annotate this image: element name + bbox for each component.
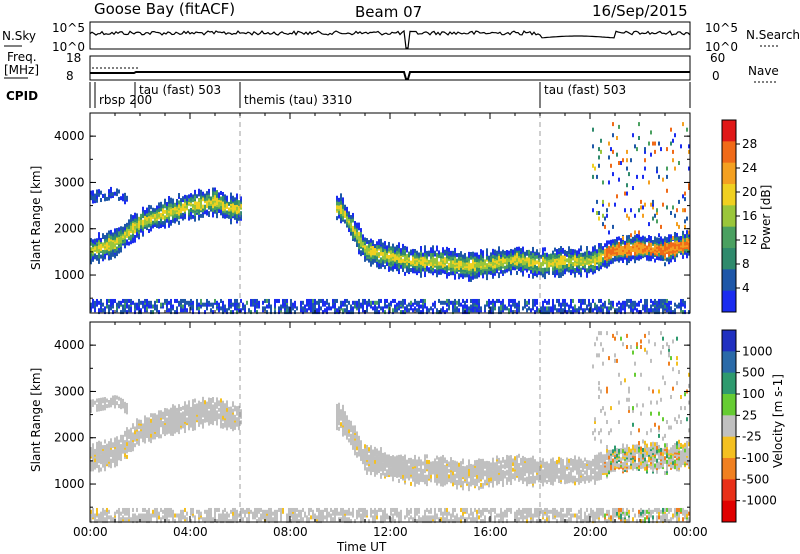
- range-tick-label: 2000: [54, 222, 85, 236]
- freq-right-tick-top: 60: [710, 51, 725, 65]
- range-tick-label: 1000: [54, 477, 85, 491]
- cpid-segment-label: tau (fast) 503: [139, 83, 221, 97]
- beam-title: Beam 07: [355, 3, 422, 21]
- time-tick-label: 08:00: [273, 525, 308, 539]
- colorbar-tick-label: 28: [742, 137, 757, 151]
- time-tick-label: 00:00: [73, 525, 108, 539]
- power-panel: 1000 2000 3000 4000: [54, 112, 691, 315]
- freq-left-tick-top: 18: [66, 51, 81, 65]
- range-tick-label: 4000: [54, 129, 85, 143]
- colorbar-tick-label: 500: [742, 366, 765, 380]
- time-tick-label: 04:00: [173, 525, 208, 539]
- power-range-label: Slant Range [km]: [29, 166, 43, 270]
- velocity-colorbar: 1000 500 100 25 -25 -100 -500 -1000: [721, 329, 777, 523]
- colorbar-tick-label: 25: [742, 408, 757, 422]
- freq-left-label-1: Freq.: [7, 50, 37, 64]
- nave-label: Nave: [748, 64, 779, 78]
- power-colorbar: 28 24 20 16 12 8 4: [721, 119, 757, 313]
- velocity-range-label: Slant Range [km]: [29, 368, 43, 472]
- freq-panel: Freq. [MHz] 18 8 60 0 Nave: [4, 50, 779, 83]
- noise-left-tick-top: 10^5: [52, 21, 85, 35]
- range-tick-label: 3000: [54, 175, 85, 189]
- range-tick-label: 4000: [54, 338, 85, 352]
- noise-right-tick-top: 10^5: [705, 21, 738, 35]
- noise-right-label: N.Search: [746, 28, 800, 42]
- colorbar-tick-label: -1000: [742, 494, 777, 508]
- freq-right-tick-bottom: 0: [712, 69, 720, 83]
- cpid-label: CPID: [6, 89, 38, 103]
- freq-left-tick-bottom: 8: [66, 69, 74, 83]
- time-tick-label: 00:00: [673, 525, 708, 539]
- freq-series: [90, 71, 690, 80]
- range-tick-label: 3000: [54, 384, 85, 398]
- cpid-segment-label: tau (fast) 503: [544, 83, 626, 97]
- colorbar-tick-label: 16: [742, 209, 757, 223]
- colorbar-tick-label: -25: [742, 430, 762, 444]
- time-axis: 00:00 04:00 08:00 12:00 16:00 20:00 00:00: [73, 525, 708, 539]
- colorbar-tick-label: 8: [742, 257, 750, 271]
- colorbar-tick-label: 4: [742, 281, 750, 295]
- cpid-segment-label: rbsp 200: [99, 93, 152, 107]
- time-tick-label: 12:00: [373, 525, 408, 539]
- date-title: 16/Sep/2015: [592, 2, 688, 20]
- noise-right-tick-bottom: 10^0: [705, 40, 738, 54]
- colorbar-tick-label: 12: [742, 233, 757, 247]
- time-axis-label: Time UT: [336, 540, 387, 554]
- cpid-segment-label: themis (tau) 3310: [244, 93, 352, 107]
- noise-left-tick-bottom: 10^0: [52, 40, 85, 54]
- colorbar-tick-label: 20: [742, 185, 757, 199]
- colorbar-tick-label: 24: [742, 161, 757, 175]
- velocity-colorbar-label: Velocity [m s-1]: [771, 374, 785, 468]
- velocity-panel: 1000 2000 3000 4000: [54, 321, 691, 524]
- range-tick-label: 2000: [54, 431, 85, 445]
- time-tick-label: 16:00: [473, 525, 508, 539]
- colorbar-tick-label: 100: [742, 387, 765, 401]
- colorbar-tick-label: -500: [742, 472, 769, 486]
- range-tick-label: 1000: [54, 268, 85, 282]
- power-colorbar-label: Power [dB]: [759, 185, 773, 250]
- freq-left-label-2: [MHz]: [4, 63, 39, 77]
- noise-series: [89, 29, 691, 49]
- colorbar-tick-label: 1000: [742, 344, 773, 358]
- noise-left-label: N.Sky: [2, 29, 36, 43]
- noise-panel: N.Sky 10^5 10^0 10^5 10^0 N.Search: [2, 21, 800, 54]
- colorbar-tick-label: -100: [742, 451, 769, 465]
- station-title: Goose Bay (fitACF): [94, 0, 235, 18]
- time-tick-label: 20:00: [573, 525, 608, 539]
